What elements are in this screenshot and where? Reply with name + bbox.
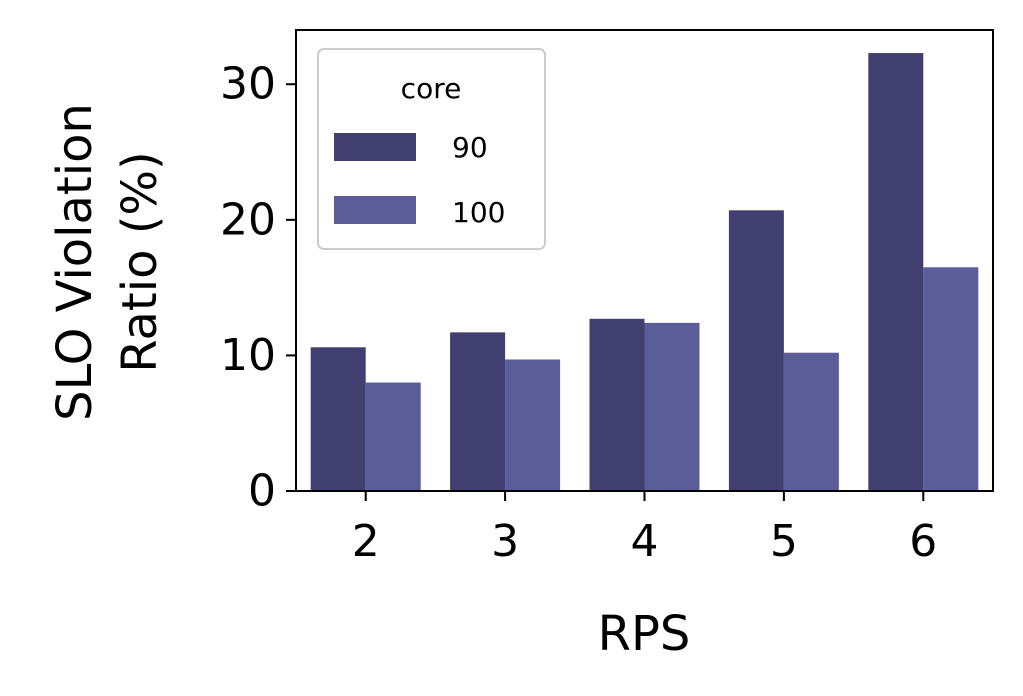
y-tick-label-10: 10: [220, 330, 276, 381]
legend-swatch-100: [334, 196, 416, 224]
y-tick-label-20: 20: [220, 194, 276, 245]
bars-group: [310, 53, 979, 492]
x-axis-title: RPS: [598, 606, 691, 662]
x-tick-label-3: 3: [491, 516, 519, 567]
legend-label-90: 90: [452, 131, 488, 164]
x-axis: 2 3 4 5 6: [352, 491, 937, 567]
bar-core-100-rps-6: [923, 267, 979, 491]
legend: core 90 100: [317, 48, 546, 250]
y-tick-label-0: 0: [248, 466, 276, 517]
bar-core-100-rps-4: [644, 322, 700, 491]
x-tick-label-5: 5: [770, 516, 798, 567]
bar-core-100-rps-5: [783, 352, 839, 491]
x-tick-label-2: 2: [352, 516, 380, 567]
bar-core-90-rps-6: [868, 53, 924, 492]
bar-core-90-rps-3: [450, 332, 506, 491]
y-axis-title-line-2: Ratio (%): [112, 151, 168, 373]
legend-label-100: 100: [452, 196, 505, 229]
y-tick-label-30: 30: [220, 59, 276, 110]
bar-core-100-rps-3: [505, 359, 561, 491]
legend-title: core: [401, 72, 462, 105]
y-axis-title-line-1: SLO Violation: [47, 103, 103, 421]
y-axis: 0 10 20 30: [220, 59, 296, 517]
bar-core-90-rps-2: [310, 347, 366, 491]
bar-core-90-rps-4: [589, 318, 645, 491]
x-tick-label-6: 6: [909, 516, 937, 567]
bar-core-100-rps-2: [365, 382, 421, 491]
legend-swatch-90: [334, 133, 416, 161]
bar-core-90-rps-5: [728, 210, 784, 492]
x-tick-label-4: 4: [631, 516, 659, 567]
